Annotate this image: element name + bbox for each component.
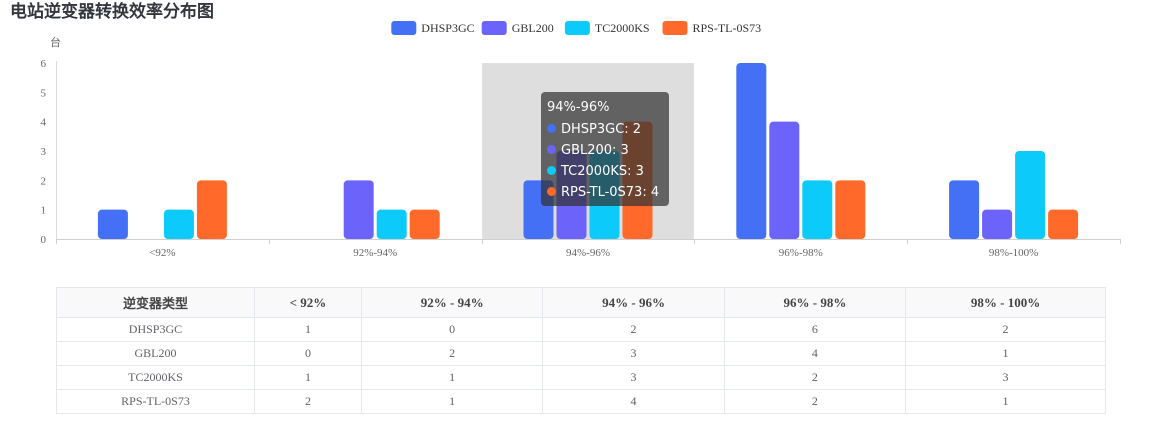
table-header-cell: 92% - 94% — [360, 287, 544, 318]
table-row: RPS-TL-0S73 2 1 4 2 1 — [56, 389, 1106, 414]
table-cell: 0 — [253, 341, 362, 366]
table-cell: 1 — [253, 365, 362, 390]
tooltip-row-text: RPS-TL-0S73: 4 — [561, 185, 660, 200]
table-cell: GBL200 — [56, 341, 255, 366]
x-tick-label: 96%-98% — [779, 247, 823, 259]
table-cell: 1 — [905, 341, 1106, 366]
series-dot-icon — [547, 166, 556, 175]
x-axis-labels: <92% 92%-94% 94%-96% 96%-98% 98%-100% — [149, 247, 1038, 259]
legend-swatch-icon — [662, 21, 688, 35]
bar-rps-tl-0s73-96-98 — [835, 180, 866, 239]
y-tick-label: 5 — [41, 87, 47, 99]
legend-swatch-icon — [391, 21, 417, 35]
table-row: GBL200 0 2 3 4 1 — [56, 341, 1106, 366]
table-cell: 1 — [360, 365, 544, 390]
page-title: 电站逆变器转换效率分布图 — [10, 2, 214, 22]
legend-label: DHSP3GC — [421, 21, 474, 35]
table-header-cell: 96% - 98% — [723, 287, 907, 318]
bar-tc2000ks-96-98 — [802, 180, 833, 239]
table-cell: 2 — [253, 389, 362, 414]
legend-item-tc2000ks: TC2000KS — [564, 21, 650, 35]
legend-label: RPS-TL-0S73 — [693, 21, 762, 35]
legend-item-rps-tl-0s73: RPS-TL-0S73 — [662, 21, 762, 35]
series-dot-icon — [547, 124, 556, 133]
table-header-cell: < 92% — [253, 287, 362, 318]
table-cell: 1 — [905, 389, 1106, 414]
bar-rps-tl-0s73-92 — [196, 180, 227, 239]
x-tick-label: 92%-94% — [353, 247, 397, 259]
table-cell: TC2000KS — [56, 365, 255, 390]
table-cell: RPS-TL-0S73 — [56, 389, 255, 414]
table-header-cell: 逆变器类型 — [56, 287, 255, 318]
bar-tc2000ks-92-94 — [376, 209, 407, 239]
bar-tc2000ks-98-100 — [1015, 151, 1046, 239]
tooltip-row-text: GBL200: 3 — [561, 143, 629, 158]
bar-dhsp3gc-92 — [97, 209, 128, 239]
tooltip-row-dhsp3gc: DHSP3GC: 2 — [547, 119, 663, 140]
table-cell: 4 — [542, 389, 725, 414]
table-cell: 2 — [360, 341, 544, 366]
table-cell: 3 — [542, 365, 725, 390]
table-cell: 2 — [723, 365, 907, 390]
bar-tc2000ks-92 — [163, 209, 194, 239]
x-tick-label: 98%-100% — [989, 247, 1039, 259]
table-cell: 1 — [253, 317, 362, 342]
table-header-row: 逆变器类型 < 92% 92% - 94% 94% - 96% 96% - 98… — [56, 287, 1106, 318]
y-tick-label: 0 — [41, 234, 47, 246]
tooltip-row-rps-tl-0s73: RPS-TL-0S73: 4 — [547, 182, 663, 203]
tooltip-row-gbl200: GBL200: 3 — [547, 140, 663, 161]
efficiency-table: 逆变器类型 < 92% 92% - 94% 94% - 96% 96% - 98… — [56, 287, 1106, 414]
table-cell: DHSP3GC — [56, 317, 255, 342]
chart-grid: 0 1 2 3 4 5 6台 — [41, 35, 1121, 246]
table-cell: 0 — [360, 317, 544, 342]
legend-item-gbl200: GBL200 — [481, 21, 554, 35]
y-tick-label: 4 — [41, 117, 47, 129]
series-dot-icon — [547, 145, 556, 154]
bar-gbl200-98-100 — [982, 209, 1013, 239]
chart-tooltip: 94%-96% DHSP3GC: 2 GBL200: 3 TC2000KS: 3… — [541, 92, 669, 206]
table-row: DHSP3GC 1 0 2 6 2 — [56, 317, 1106, 342]
tooltip-title: 94%-96% — [547, 100, 610, 115]
tooltip-row-tc2000ks: TC2000KS: 3 — [547, 161, 663, 182]
table-header-cell: 94% - 96% — [542, 287, 725, 318]
tooltip-row-text: DHSP3GC: 2 — [561, 122, 642, 137]
table-cell: 1 — [360, 389, 544, 414]
table-cell: 3 — [542, 341, 725, 366]
table-cell: 4 — [723, 341, 907, 366]
bar-dhsp3gc-96-98 — [736, 63, 767, 239]
legend-item-dhsp3gc: DHSP3GC — [391, 21, 475, 35]
bar-gbl200-92-94 — [343, 180, 374, 239]
legend-label: GBL200 — [512, 21, 554, 35]
x-tick-label: 94%-96% — [566, 247, 610, 259]
table-cell: 2 — [542, 317, 725, 342]
y-tick-label: 6 — [41, 58, 47, 70]
bar-gbl200-96-98 — [769, 121, 800, 239]
legend-label: TC2000KS — [595, 21, 650, 35]
series-dot-icon — [547, 187, 556, 196]
chart-legend: DHSP3GC GBL200 TC2000KS RPS-TL-0S73 — [391, 21, 761, 35]
bar-rps-tl-0s73-92-94 — [409, 209, 440, 239]
table-cell: 6 — [723, 317, 907, 342]
y-tick-label: 1 — [41, 205, 47, 217]
table-row: TC2000KS 1 1 3 2 3 — [56, 365, 1106, 390]
table-header-cell: 98% - 100% — [905, 287, 1106, 318]
table-cell: 3 — [905, 365, 1106, 390]
bar-rps-tl-0s73-98-100 — [1048, 209, 1079, 239]
bar-dhsp3gc-98-100 — [949, 180, 980, 239]
y-tick-label: 3 — [41, 146, 47, 158]
legend-swatch-icon — [564, 21, 590, 35]
y-axis-label: 台 — [50, 35, 61, 49]
y-tick-label: 2 — [41, 175, 47, 187]
legend-swatch-icon — [481, 21, 507, 35]
table-cell: 2 — [905, 317, 1106, 342]
tooltip-row-text: TC2000KS: 3 — [561, 164, 644, 179]
x-tick-label: <92% — [149, 247, 175, 259]
table-cell: 2 — [723, 389, 907, 414]
